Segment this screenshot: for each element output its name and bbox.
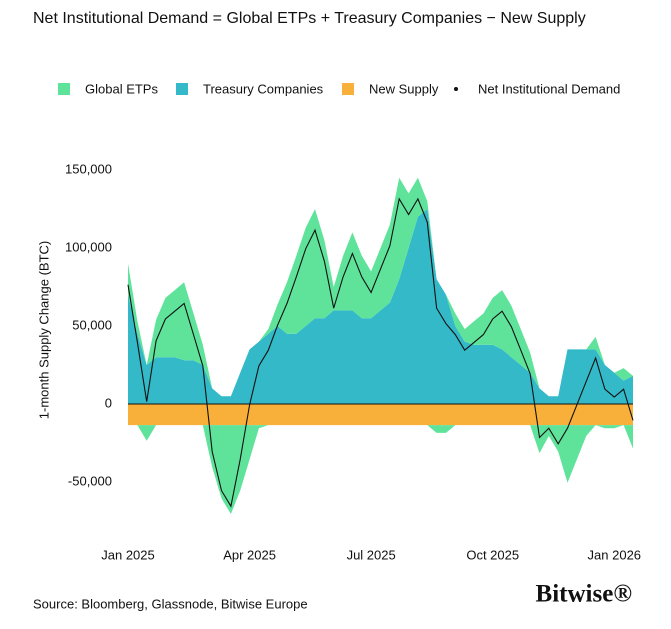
source-note: Source: Bloomberg, Glassnode, Bitwise Eu… — [33, 596, 308, 611]
x-tick-label: Jan 2026 — [588, 547, 642, 562]
y-axis-label: 1-month Supply Change (BTC) — [36, 241, 51, 419]
area — [128, 177, 633, 515]
x-tick-label: Jan 2025 — [101, 547, 155, 562]
legend-swatch — [58, 83, 70, 95]
x-tick-label: Apr 2025 — [223, 547, 276, 562]
legend-label: New Supply — [369, 81, 439, 96]
area — [128, 404, 633, 426]
legend-swatch — [176, 83, 188, 95]
legend-label: Treasury Companies — [203, 81, 324, 96]
y-tick-label: 50,000 — [72, 317, 112, 332]
y-tick-label: 100,000 — [65, 239, 112, 254]
y-tick-label: -50,000 — [68, 473, 112, 488]
area — [128, 209, 633, 404]
x-tick-label: Jul 2025 — [347, 547, 396, 562]
legend-swatch — [454, 87, 458, 91]
legend-label: Net Institutional Demand — [478, 81, 620, 96]
y-tick-label: 0 — [105, 395, 112, 410]
logo: Bitwise® — [536, 581, 632, 608]
y-tick-label: 150,000 — [65, 161, 112, 176]
legend-label: Global ETPs — [85, 81, 158, 96]
x-tick-label: Oct 2025 — [466, 547, 519, 562]
chart-title: Net Institutional Demand = Global ETPs +… — [33, 10, 586, 27]
legend-swatch — [342, 83, 354, 95]
line — [127, 197, 634, 508]
